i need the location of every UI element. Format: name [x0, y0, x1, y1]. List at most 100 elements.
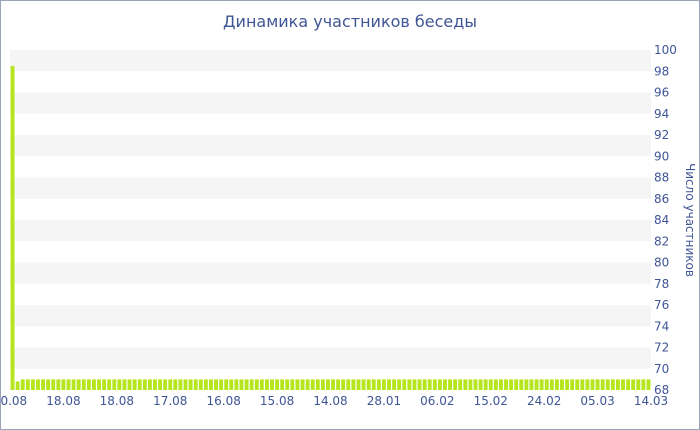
bar: [402, 379, 407, 391]
bar: [407, 379, 412, 391]
y-tick-label: 84: [654, 213, 669, 227]
bar: [565, 379, 570, 391]
bar: [463, 379, 468, 391]
bar: [331, 379, 335, 391]
bar: [290, 379, 295, 391]
bar: [422, 379, 427, 391]
bar: [46, 379, 51, 391]
bar: [76, 379, 81, 391]
y-tick-label: 88: [654, 171, 669, 185]
bar: [554, 379, 559, 391]
bar: [270, 379, 274, 391]
bar: [86, 379, 91, 391]
bar: [127, 379, 132, 391]
x-tick-label: 17.08: [153, 394, 187, 408]
x-tick-label: 15.02: [474, 394, 508, 408]
grid-band: [10, 305, 651, 327]
bar: [56, 379, 61, 391]
bar: [600, 379, 605, 391]
bar: [20, 379, 25, 391]
bar: [229, 379, 234, 391]
x-tick-label: 14.03: [634, 394, 668, 408]
bar: [448, 379, 452, 391]
bar: [478, 379, 483, 391]
bar: [580, 379, 585, 391]
y-tick-label: 78: [654, 277, 669, 291]
bar: [36, 379, 40, 391]
bar: [468, 379, 473, 391]
bar: [346, 379, 351, 391]
bar: [295, 379, 300, 391]
y-tick-label: 76: [654, 298, 669, 312]
chart-title: Динамика участников беседы: [223, 12, 477, 31]
y-tick-label: 86: [654, 192, 669, 206]
bar: [437, 379, 442, 391]
bar: [646, 379, 651, 391]
bar: [560, 379, 564, 391]
bar: [275, 379, 280, 391]
bar: [524, 379, 529, 391]
bar: [336, 379, 341, 391]
y-tick-label: 90: [654, 149, 669, 163]
bar: [97, 379, 101, 391]
bar: [570, 379, 575, 391]
bar: [427, 379, 432, 391]
grid-band: [10, 135, 651, 157]
bar: [610, 379, 615, 391]
bar: [61, 379, 66, 391]
bar: [209, 379, 213, 391]
y-tick-label: 96: [654, 86, 669, 100]
y-tick-label: 80: [654, 256, 669, 270]
bar: [153, 379, 157, 391]
bar: [595, 379, 600, 391]
y-tick-label: 68: [654, 383, 669, 397]
bar: [371, 379, 376, 391]
y-tick-label: 70: [654, 362, 669, 376]
bar: [366, 379, 371, 391]
bar: [198, 379, 203, 391]
bar: [636, 379, 641, 391]
y-tick-label: 72: [654, 341, 669, 355]
bar: [81, 379, 86, 391]
bar: [341, 379, 346, 391]
x-tick-label: 20.08: [0, 394, 27, 408]
bar: [549, 379, 554, 391]
bar: [15, 381, 20, 390]
bar: [122, 379, 127, 391]
bar: [509, 379, 514, 391]
y-tick-label: 100: [654, 43, 677, 57]
bar: [381, 379, 386, 391]
bar: [641, 379, 646, 391]
grid-band: [10, 177, 651, 199]
bar: [280, 379, 285, 391]
x-tick-label: 06.02: [420, 394, 454, 408]
bar: [51, 379, 56, 391]
bar: [351, 379, 356, 391]
bar: [514, 379, 519, 391]
x-tick-label: 18.08: [46, 394, 80, 408]
bar: [539, 379, 544, 391]
bar: [320, 379, 325, 391]
bar: [132, 379, 137, 391]
x-tick-label: 24.02: [527, 394, 561, 408]
bar: [519, 379, 524, 391]
bar: [224, 379, 229, 391]
bar: [300, 379, 305, 391]
bar: [534, 379, 539, 391]
bar: [575, 379, 580, 391]
bar: [310, 379, 315, 391]
grid-bands: [10, 50, 651, 369]
bar: [590, 379, 595, 391]
bar: [621, 379, 625, 391]
y-tick-label: 82: [654, 234, 669, 248]
bar: [397, 379, 402, 391]
bar: [361, 379, 366, 391]
bar: [41, 379, 46, 391]
bar: [214, 379, 218, 391]
bar: [112, 379, 117, 391]
bar: [142, 379, 147, 391]
y-tick-label: 92: [654, 128, 669, 142]
bar: [453, 379, 458, 391]
bar: [305, 379, 310, 391]
